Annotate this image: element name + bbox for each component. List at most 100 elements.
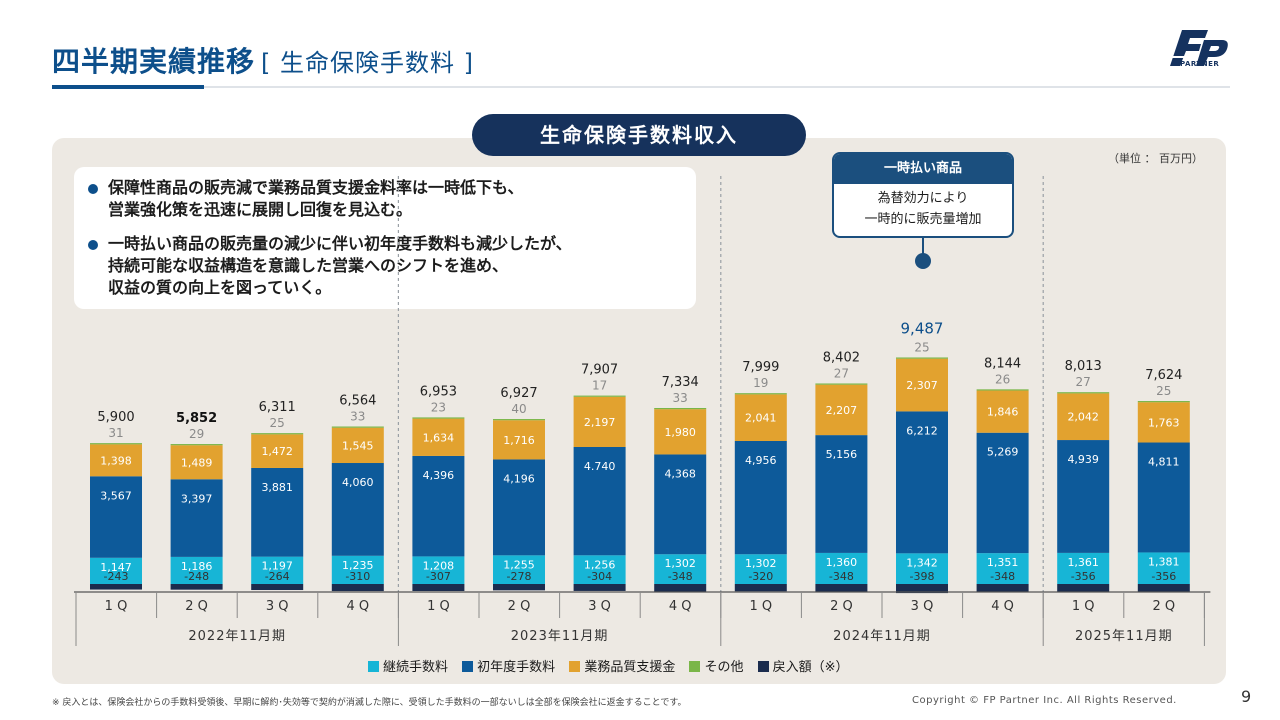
bar-first-year	[1137, 442, 1190, 553]
total-label: 6,953	[420, 384, 457, 399]
label-continuing: 1,351	[987, 556, 1019, 569]
bar-refund	[654, 584, 707, 592]
label-other: 17	[592, 379, 607, 393]
bar-continuing	[493, 555, 545, 584]
label-first-year: 5,269	[987, 446, 1019, 459]
label-refund: -310	[345, 570, 370, 583]
label-continuing: 1,360	[826, 556, 858, 569]
quarter-label: 2 Q	[185, 599, 208, 614]
total-label: 8,402	[823, 350, 860, 365]
bar-refund	[493, 584, 545, 591]
label-quality-support: 1,489	[181, 456, 213, 469]
bar-continuing	[1137, 552, 1190, 584]
bar-first-year	[90, 476, 142, 558]
note-item: 保障性商品の販売減で業務品質支援金料率は一時低下も、 営業強化策を迅速に展開し回…	[88, 177, 524, 221]
bar-continuing	[90, 557, 142, 584]
label-first-year: 3,881	[261, 481, 293, 494]
quarter-label: 3 Q	[911, 599, 934, 614]
label-continuing: 1,255	[503, 558, 535, 571]
label-continuing: 1,342	[906, 556, 938, 569]
bar-first-year	[573, 446, 626, 556]
note-text: 一時払い商品の販売量の減少に伴い初年度手数料も減少したが、 持続可能な収益構造を…	[108, 234, 572, 297]
legend-label: 継続手数料	[383, 660, 449, 675]
label-quality-support: 1,716	[503, 434, 535, 447]
bar-refund	[815, 584, 868, 592]
label-first-year: 5,156	[826, 448, 858, 461]
label-other: 19	[753, 376, 768, 390]
total-label: 7,999	[742, 360, 779, 375]
label-refund: -248	[184, 570, 209, 583]
label-refund: -304	[587, 570, 612, 583]
quarter-label: 4 Q	[346, 599, 369, 614]
bar-other	[1057, 392, 1110, 394]
label-refund: -398	[910, 570, 935, 583]
label-other: 29	[189, 427, 204, 441]
label-quality-support: 1,398	[100, 454, 132, 467]
bullet-icon	[88, 184, 98, 194]
label-first-year: 4,956	[745, 454, 777, 467]
callout-box: 一時払い商品 為替効力により 一時的に販売量増加	[832, 152, 1014, 238]
label-quality-support: 2,207	[826, 404, 858, 417]
label-refund: -320	[748, 570, 773, 583]
note-text: 保障性商品の販売減で業務品質支援金料率は一時低下も、 営業強化策を迅速に展開し回…	[108, 178, 524, 219]
total-label: 8,013	[1065, 359, 1102, 374]
total-label: 6,564	[339, 394, 376, 409]
period-label: 2025年11月期	[1075, 629, 1173, 644]
label-continuing: 1,208	[423, 559, 455, 572]
title-divider-accent	[52, 85, 204, 89]
quarter-label: 1 Q	[105, 599, 128, 614]
bar-quality-support	[976, 390, 1029, 433]
legend-label: その他	[704, 660, 744, 675]
total-label: 6,311	[259, 400, 296, 415]
period-label: 2024年11月期	[833, 629, 931, 644]
total-label: 6,927	[500, 386, 537, 401]
label-other: 23	[431, 400, 446, 414]
quarter-label: 1 Q	[427, 599, 450, 614]
label-other: 40	[511, 402, 526, 416]
label-continuing: 1,235	[342, 559, 374, 572]
legend-swatch	[689, 661, 701, 672]
bar-continuing	[1057, 552, 1110, 584]
label-other: 31	[108, 426, 123, 440]
bar-other	[976, 389, 1029, 391]
bar-continuing	[815, 552, 868, 584]
legend-swatch	[462, 661, 474, 672]
label-refund: -348	[668, 570, 693, 583]
label-quality-support: 2,041	[745, 412, 777, 425]
bar-other	[90, 443, 142, 445]
label-first-year: 3,397	[181, 492, 213, 505]
bar-refund	[412, 584, 465, 592]
bar-other	[331, 426, 384, 428]
bar-first-year	[331, 463, 384, 556]
bar-first-year	[896, 411, 948, 554]
label-other: 33	[673, 391, 688, 405]
quarter-label: 1 Q	[749, 599, 772, 614]
footnote: ※ 戻入とは、保険会社からの手数料受領後、早期に解約･失効等で契約が消滅した際に…	[52, 698, 687, 708]
total-label: 7,624	[1145, 368, 1182, 383]
label-first-year: 4,396	[423, 469, 455, 482]
quarter-label: 2 Q	[508, 599, 531, 614]
callout-pin-icon	[915, 253, 931, 269]
bar-first-year	[1057, 440, 1110, 553]
label-other: 25	[270, 416, 285, 430]
bar-continuing	[654, 554, 707, 584]
bar-refund	[976, 584, 1029, 592]
total-label: 5,900	[97, 410, 134, 425]
bar-refund	[896, 584, 948, 594]
bar-first-year	[170, 479, 223, 557]
page-number: 9	[1241, 687, 1252, 706]
bar-continuing	[573, 555, 626, 584]
bar-quality-support	[170, 445, 223, 480]
label-refund: -264	[265, 570, 290, 583]
bar-refund	[331, 584, 384, 592]
label-quality-support: 1,545	[342, 439, 374, 452]
bar-quality-support	[331, 427, 384, 464]
label-continuing: 1,186	[181, 560, 213, 573]
label-first-year: 4,811	[1148, 456, 1180, 469]
bullet-icon	[88, 240, 98, 250]
label-other: 25	[914, 340, 929, 354]
bar-other	[412, 417, 465, 419]
bar-refund	[573, 584, 626, 591]
legend-item: 継続手数料	[368, 656, 448, 675]
